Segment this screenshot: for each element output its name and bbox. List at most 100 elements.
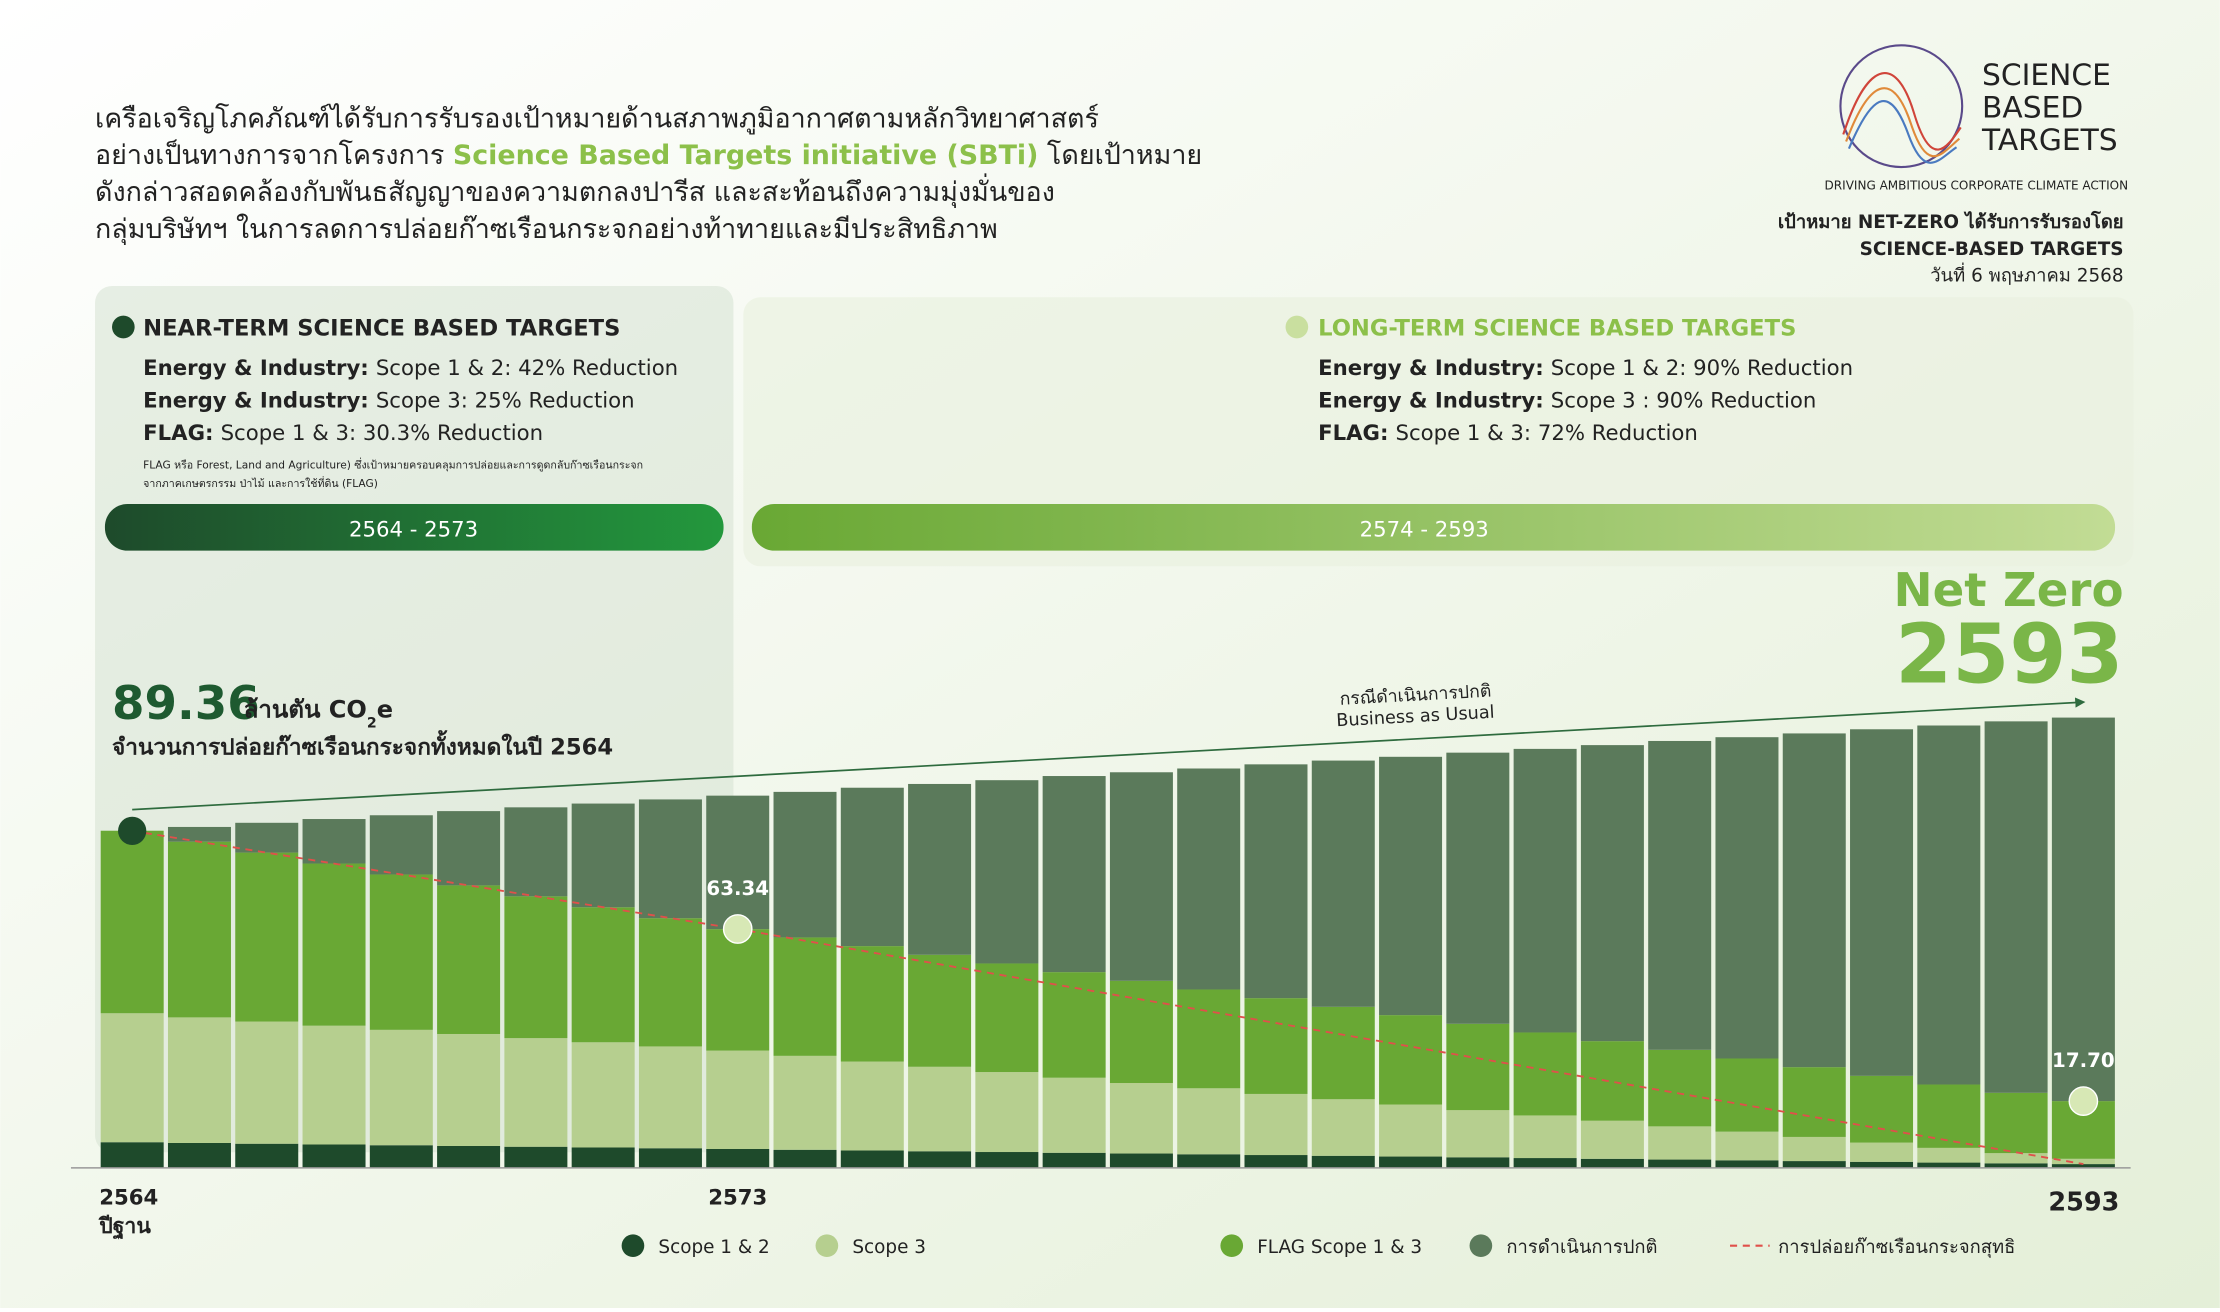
headline-caption: จำนวนการปล่อยก๊าซเรือนกระจกทั้งหมดในปี 2… xyxy=(112,730,613,761)
target-label: Energy & Industry: xyxy=(1318,356,1544,381)
logo-text: BASED xyxy=(1982,90,2083,125)
bar-segment xyxy=(1715,1058,1779,1132)
near-term-period-bar xyxy=(104,503,724,551)
logo-wave xyxy=(1842,72,1962,151)
bar-segment xyxy=(1177,1088,1241,1155)
bar-segment xyxy=(1984,1163,2048,1168)
bar-segment xyxy=(1446,752,1510,1024)
bar-segment xyxy=(638,799,702,919)
target-text: Scope 1 & 2: 90% Reduction xyxy=(1551,356,1853,381)
bar-segment xyxy=(369,1029,433,1146)
bar-segment xyxy=(773,937,837,1056)
bar-segment xyxy=(1715,737,1779,1059)
bar-segment xyxy=(369,874,433,1030)
bar-segment xyxy=(504,896,568,1039)
bar-segment xyxy=(571,1042,635,1148)
marker xyxy=(722,914,753,944)
bar-segment xyxy=(369,815,433,875)
bar-segment xyxy=(908,783,972,955)
x-tick-label: 2573 xyxy=(708,1186,767,1211)
target-label: FLAG: xyxy=(143,421,213,446)
unit-sub: 2 xyxy=(367,716,377,732)
intro: เครือเจริญโภคภัณฑ์ได้รับการรับรองเป้าหมา… xyxy=(95,103,1202,244)
bar-segment xyxy=(638,1046,702,1149)
bar-segment xyxy=(1984,1092,2048,1154)
bar-segment xyxy=(840,946,904,1062)
bar-segment xyxy=(706,1149,770,1168)
x-tick-label: 2564 xyxy=(99,1186,158,1211)
bar-segment xyxy=(1311,1006,1375,1100)
bar-segment xyxy=(235,1143,299,1168)
intro-text: อย่างเป็นทางการจากโครงการ xyxy=(95,138,444,171)
bar-segment xyxy=(1917,725,1981,1085)
bar-segment xyxy=(1379,1156,1443,1168)
bar-segment xyxy=(1379,1104,1443,1157)
bar-segment xyxy=(1580,745,1644,1042)
legend-swatch xyxy=(1220,1234,1244,1258)
logo-tagline: DRIVING AMBITIOUS CORPORATE CLIMATE ACTI… xyxy=(1825,179,2129,193)
bar-segment xyxy=(706,1050,770,1150)
target-label: FLAG: xyxy=(1318,421,1388,446)
intro-text: ดังกล่าวสอดคล้องกับพันธสัญญาของความตกลงป… xyxy=(95,173,1055,208)
footnote: FLAG หรือ Forest, Land and Agriculture) … xyxy=(143,458,643,472)
bar-segment xyxy=(975,1152,1039,1168)
bar-segment xyxy=(1782,733,1846,1068)
bar-segment xyxy=(1311,1099,1375,1156)
bar-segment xyxy=(1782,1136,1846,1162)
base-year-note: ปีฐาน xyxy=(98,1214,152,1240)
bar-segment xyxy=(975,1072,1039,1153)
headline-unit: ล้านตัน CO2e xyxy=(244,696,393,732)
bar-segment xyxy=(706,795,770,930)
bar-segment xyxy=(908,1066,972,1152)
target-line: FLAG: Scope 1 & 3: 30.3% Reduction xyxy=(143,421,543,446)
target-line: Energy & Industry: Scope 3 : 90% Reductio… xyxy=(1318,389,1816,414)
bar-segment xyxy=(1917,1084,1981,1148)
bar-segment xyxy=(1109,980,1173,1084)
bar-segment xyxy=(773,1055,837,1150)
approval-line: SCIENCE-BASED TARGETS xyxy=(1860,239,2124,260)
bar-segment xyxy=(1984,1153,2048,1164)
bar-segment xyxy=(1177,1154,1241,1168)
intro-line: อย่างเป็นทางการจากโครงการ Science Based T… xyxy=(95,138,1202,171)
bar-segment xyxy=(773,791,837,938)
bar-segment xyxy=(1177,989,1241,1089)
unit: ล้านตัน CO xyxy=(244,696,367,724)
bar-segment xyxy=(1311,1155,1375,1168)
bar-segment xyxy=(1379,756,1443,1016)
bar-segment xyxy=(571,803,635,908)
bar-segment xyxy=(1782,1161,1846,1168)
intro-text: เครือเจริญโภคภัณฑ์ได้รับการรับรองเป้าหมา… xyxy=(95,103,1099,134)
logo-text: TARGETS xyxy=(1981,123,2118,158)
logo: SCIENCE BASED TARGETS DRIVING AMBITIOUS … xyxy=(1825,44,2129,193)
bar-segment xyxy=(1109,1153,1173,1168)
bar-segment xyxy=(1513,1115,1577,1159)
bar-segment xyxy=(1244,1093,1308,1156)
bar-segment xyxy=(1109,772,1173,981)
plot: กรณีดำเนินการปกติBusiness as Usual63.341… xyxy=(70,682,2131,1259)
bar-segment xyxy=(504,1038,568,1147)
bar-segment xyxy=(437,1033,501,1146)
bar-segment xyxy=(840,1061,904,1151)
bar-segment xyxy=(1177,768,1241,990)
data-label: 63.34 xyxy=(706,877,769,900)
bar-segment xyxy=(1580,1158,1644,1168)
bar-segment xyxy=(1850,1142,1914,1162)
bar-segment xyxy=(1446,1157,1510,1168)
bar-segment xyxy=(235,822,299,853)
bar-segment xyxy=(975,963,1039,1073)
bar-segment xyxy=(1580,1120,1644,1159)
legend-swatch xyxy=(1469,1234,1493,1258)
bar-segment xyxy=(1513,1158,1577,1168)
net-zero-year: 2593 xyxy=(1895,607,2123,702)
bar-segment xyxy=(1379,1015,1443,1105)
target-text: Scope 1 & 2: 42% Reduction xyxy=(376,356,678,381)
long-term-period: 2574 - 2593 xyxy=(1360,518,1489,543)
bar-segment xyxy=(840,787,904,947)
bar-segment xyxy=(100,830,164,1014)
approval-line: เป้าหมาย NET-ZERO ได้รับการรับรองโดย xyxy=(1778,210,2124,233)
footnote: จากภาคเกษตรกรรม ป่าไม้ และการใช้ที่ดิน (… xyxy=(143,476,378,490)
bar-segment xyxy=(437,811,501,886)
bar-segment xyxy=(1042,972,1106,1078)
target-line: Energy & Industry: Scope 3: 25% Reduction xyxy=(143,389,634,414)
